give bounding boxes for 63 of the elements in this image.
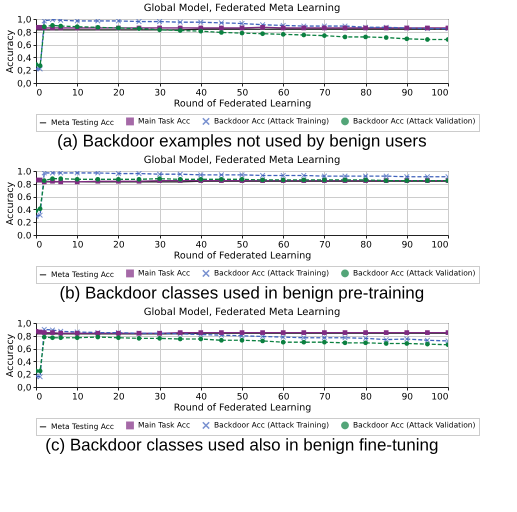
y-tick-label: 0.0 [17,232,32,242]
x-tick-label: 30 [154,88,166,98]
x-tick-label: 80 [360,392,372,402]
y-tick-label: 1,0 [17,320,32,330]
text: (a) Backdoor examples not used by benign users [57,132,427,150]
x-tick-label: 100 [431,392,449,402]
y-tick-label: 0,2 [17,370,32,381]
x-tick-label: 80 [360,240,372,250]
x-tick-label: 10 [72,240,84,250]
y-axis-title: Accuracy [5,181,16,226]
x-tick-label: 30 [154,392,166,402]
x-tick-label: 100 [431,88,449,98]
x-tick-label: 10 [72,88,84,98]
x-tick-label: 60 [278,240,290,250]
x-tick-label: 50 [236,392,248,402]
x-tick-label: 40 [196,88,208,98]
x-tick-label: 70 [319,392,331,402]
y-axis-title: Accuracy [5,333,16,378]
x-tick-label: 0 [36,88,42,98]
x-tick-label: 70 [319,240,331,250]
y-tick-label: 0,6 [17,41,32,52]
y-tick-label: 1,0 [17,16,32,26]
y-axis-title: Accuracy [5,29,16,74]
x-tick-label: 60 [278,392,290,402]
x-axis-title: Round of Federated Learning [174,98,312,110]
x-tick-label: 90 [402,88,414,98]
y-tick-label: 0.4 [17,206,32,216]
y-tick-label: 0.8 [17,180,32,190]
x-tick-label: 60 [278,88,290,98]
chart-title: Global Model, Federated Meta Learning [144,3,340,14]
y-tick-label: 0,2 [17,66,32,77]
y-tick-label: 0,0 [17,384,32,394]
x-tick-label: 40 [196,240,208,250]
chart-title: Global Model, Federated Meta Learning [144,155,340,166]
y-tick-label: 0.2 [17,218,32,229]
x-tick-label: 0 [36,240,42,250]
x-axis-title: Round of Federated Learning [174,402,312,414]
x-tick-label: 90 [402,240,414,250]
y-tick-label: 0,4 [17,358,32,368]
x-tick-label: 50 [236,88,248,98]
x-tick-label: 0 [36,392,42,402]
text: (c) Backdoor classes used also in benign fine-tuning [45,436,438,454]
chart-title: Global Model, Federated Meta Learning [144,307,340,318]
x-tick-label: 20 [113,88,125,98]
y-tick-label: 0,8 [17,28,32,38]
y-tick-label: 0.6 [17,193,32,204]
text: (b) Backdoor classes used in benign pre-training [59,284,424,302]
x-tick-label: 100 [431,240,449,250]
y-tick-label: 0,6 [17,345,32,356]
x-tick-label: 30 [154,240,166,250]
x-tick-label: 50 [236,240,248,250]
y-tick-label: 1.0 [17,168,32,178]
x-tick-label: 20 [113,240,125,250]
x-tick-label: 80 [360,88,372,98]
x-tick-label: 90 [402,392,414,402]
x-tick-label: 10 [72,392,84,402]
x-axis-title: Round of Federated Learning [174,250,312,262]
x-tick-label: 70 [319,88,331,98]
y-tick-label: 0,4 [17,54,32,64]
y-tick-label: 0,8 [17,332,32,342]
x-tick-label: 40 [196,392,208,402]
y-tick-label: 0,0 [17,80,32,90]
x-tick-label: 20 [113,392,125,402]
